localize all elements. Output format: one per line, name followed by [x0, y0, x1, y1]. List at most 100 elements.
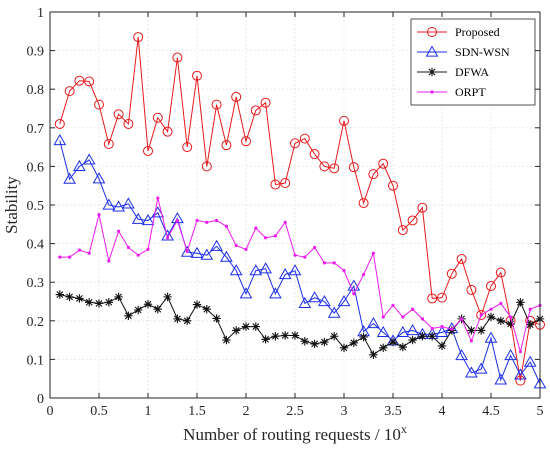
data-point-proposed	[378, 158, 389, 169]
data-point-orpt	[224, 224, 228, 228]
data-point-sdn-wsn	[92, 172, 106, 184]
data-point-dfwa	[163, 292, 172, 302]
data-point-orpt	[175, 218, 179, 223]
data-point-sdn-wsn	[347, 279, 361, 291]
legend-label-dfwa: DFWA	[455, 65, 489, 79]
data-point-sdn-wsn	[141, 213, 155, 226]
data-point-sdn-wsn	[298, 296, 312, 309]
data-point-proposed	[427, 293, 438, 304]
data-point-dfwa	[408, 335, 417, 345]
data-point-proposed	[84, 76, 95, 87]
x-tick-label: 1.5	[188, 404, 206, 419]
series-orpt	[58, 196, 542, 354]
data-point-sdn-wsn	[229, 264, 243, 276]
tick-labels: 0 0.5 1 1.5 2 2.5 3 3.5 4 4.5 5 0 0.1 0.2 0.3 0.4 0.5 0.6…	[27, 6, 544, 419]
data-point-orpt	[342, 269, 346, 273]
data-point-sdn-wsn	[249, 264, 263, 276]
data-point-sdn-wsn	[259, 262, 272, 274]
data-point-sdn-wsn	[239, 287, 253, 299]
data-point-dfwa	[134, 305, 143, 315]
data-point-proposed	[74, 75, 85, 86]
data-point-orpt	[313, 245, 317, 250]
data-point-dfwa	[310, 339, 319, 349]
data-point-sdn-wsn	[63, 172, 76, 184]
data-point-sdn-wsn	[269, 287, 282, 299]
data-point-dfwa	[153, 305, 162, 314]
data-point-sdn-wsn	[102, 198, 116, 210]
data-point-orpt	[166, 236, 170, 240]
legend-entry-sdn-wsn: SDN-WSN	[417, 45, 510, 59]
x-tick-label: 3.5	[384, 404, 402, 419]
y-tick-label: 0.1	[27, 353, 45, 368]
data-point-sdn-wsn	[210, 239, 223, 251]
legend-marker-sdn-wsn	[425, 45, 439, 57]
data-point-sdn-wsn	[288, 264, 302, 276]
data-point-orpt	[283, 220, 287, 224]
data-point-dfwa	[202, 305, 211, 314]
data-point-dfwa	[173, 314, 182, 324]
data-point-orpt	[518, 350, 523, 354]
data-point-orpt	[322, 261, 326, 265]
data-point-dfwa	[320, 337, 329, 347]
data-point-proposed	[250, 105, 261, 116]
data-point-proposed	[172, 52, 183, 63]
data-point-sdn-wsn	[200, 248, 214, 260]
data-point-sdn-wsn	[308, 291, 321, 303]
data-point-sdn-wsn	[82, 153, 96, 165]
legend-entry-dfwa: DFWA	[417, 65, 489, 79]
data-point-proposed	[446, 268, 457, 279]
data-point-orpt	[156, 196, 160, 200]
y-tick-label: 0.2	[27, 315, 45, 330]
x-tick-label: 2	[243, 404, 250, 419]
data-point-orpt	[68, 255, 72, 259]
data-point-proposed	[113, 109, 124, 120]
data-point-sdn-wsn	[435, 325, 449, 338]
data-point-dfwa	[526, 320, 535, 329]
data-point-proposed	[270, 179, 281, 190]
data-point-dfwa	[418, 332, 427, 341]
legend-marker-orpt	[430, 90, 434, 94]
data-point-dfwa	[516, 298, 525, 307]
data-point-proposed	[515, 375, 526, 386]
data-point-orpt	[499, 301, 503, 306]
data-point-orpt	[401, 315, 405, 319]
data-point-orpt	[381, 315, 385, 319]
y-tick-label: 0.3	[27, 276, 45, 291]
data-point-dfwa	[359, 332, 368, 342]
data-point-orpt	[146, 247, 150, 251]
data-point-dfwa	[192, 300, 202, 309]
legend-marker-proposed	[427, 27, 437, 37]
data-point-sdn-wsn	[494, 373, 508, 385]
x-tick-label: 4.5	[482, 404, 500, 419]
x-tick-label: 0.5	[90, 404, 108, 419]
data-point-proposed	[152, 112, 163, 123]
legend-label-orpt: ORPT	[455, 85, 486, 99]
data-point-proposed	[103, 139, 114, 150]
series-line-proposed	[59, 37, 541, 381]
x-tick-label: 0	[47, 404, 54, 419]
data-point-proposed	[280, 177, 291, 188]
data-point-dfwa	[428, 332, 437, 341]
data-point-sdn-wsn	[220, 250, 233, 262]
data-point-dfwa	[124, 311, 133, 320]
data-point-proposed	[241, 136, 251, 147]
data-point-dfwa	[94, 299, 104, 308]
data-point-proposed	[94, 99, 104, 110]
data-point-dfwa	[85, 298, 94, 307]
data-point-proposed	[407, 215, 418, 226]
data-point-orpt	[509, 315, 513, 319]
data-point-proposed	[231, 91, 242, 102]
data-point-dfwa	[143, 300, 153, 309]
data-point-sdn-wsn	[474, 362, 488, 374]
x-tick-label: 2.5	[286, 404, 304, 419]
data-point-proposed	[192, 70, 202, 81]
data-point-proposed	[260, 97, 271, 108]
data-point-orpt	[352, 292, 356, 296]
data-point-orpt	[87, 251, 91, 255]
data-point-dfwa	[349, 338, 358, 348]
data-point-proposed	[476, 310, 487, 321]
data-point-dfwa	[437, 341, 447, 351]
data-point-sdn-wsn	[396, 325, 410, 338]
x-axis-title-main: Number of routing requests / 10	[183, 425, 401, 444]
